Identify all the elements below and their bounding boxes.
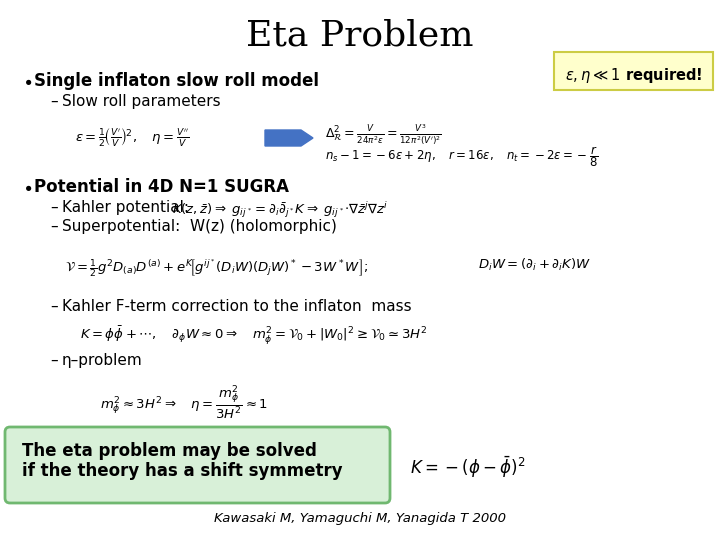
- Text: Slow roll parameters: Slow roll parameters: [62, 94, 220, 109]
- Text: Kawasaki M, Yamaguchi M, Yanagida T 2000: Kawasaki M, Yamaguchi M, Yanagida T 2000: [214, 512, 506, 525]
- Text: $D_i W = (\partial_i + \partial_i K)W$: $D_i W = (\partial_i + \partial_i K)W$: [478, 257, 591, 273]
- Text: –: –: [50, 94, 58, 109]
- Text: The eta problem may be solved: The eta problem may be solved: [22, 442, 317, 460]
- Text: $\bullet$: $\bullet$: [22, 72, 32, 90]
- Text: $n_s - 1 = -6\epsilon + 2\eta,\quad r = 16\epsilon,\quad n_t = -2\epsilon = -\df: $n_s - 1 = -6\epsilon + 2\eta,\quad r = …: [325, 144, 598, 168]
- Text: –: –: [50, 299, 58, 314]
- Text: –: –: [50, 219, 58, 234]
- Text: $\epsilon = \frac{1}{2}\!\left(\frac{V^{\prime}}{V}\right)^{\!2},\quad \eta = \f: $\epsilon = \frac{1}{2}\!\left(\frac{V^{…: [75, 126, 189, 148]
- Text: Kahler F-term correction to the inflaton  mass: Kahler F-term correction to the inflaton…: [62, 299, 412, 314]
- Text: $\Delta^2_{\mathcal{R}} = \frac{V}{24\pi^2\epsilon} = \frac{V^3}{12\pi^2(V^{\pri: $\Delta^2_{\mathcal{R}} = \frac{V}{24\pi…: [325, 122, 442, 147]
- Text: Single inflaton slow roll model: Single inflaton slow roll model: [34, 72, 319, 90]
- Text: $K(z,\bar{z}) \Rightarrow\; g_{ij^*} = \partial_i\bar{\partial}_{j^*}K \Rightarr: $K(z,\bar{z}) \Rightarrow\; g_{ij^*} = \…: [172, 200, 388, 220]
- Text: $K = \phi\bar{\phi} + \cdots,\quad \partial_\phi W \approx 0 \Rightarrow\quad m^: $K = \phi\bar{\phi} + \cdots,\quad \part…: [80, 325, 427, 347]
- Text: Superpotential:  W(z) (holomorphic): Superpotential: W(z) (holomorphic): [62, 219, 337, 234]
- Text: Kahler potential:: Kahler potential:: [62, 200, 189, 215]
- Text: $\bullet$: $\bullet$: [22, 178, 32, 196]
- FancyBboxPatch shape: [5, 427, 390, 503]
- Text: η–problem: η–problem: [62, 353, 143, 368]
- Text: $\mathcal{V} = \frac{1}{2}g^2 D_{(a)} D^{(a)} + e^K\!\left[g^{ij^*}(D_i W)(D_j W: $\mathcal{V} = \frac{1}{2}g^2 D_{(a)} D^…: [65, 257, 368, 279]
- Text: $m^2_\phi \approx 3H^2 \Rightarrow\quad \eta = \dfrac{m^2_\phi}{3H^2} \approx 1$: $m^2_\phi \approx 3H^2 \Rightarrow\quad …: [100, 383, 268, 421]
- Text: –: –: [50, 200, 58, 215]
- Text: Potential in 4D N=1 SUGRA: Potential in 4D N=1 SUGRA: [34, 178, 289, 196]
- Text: if the theory has a shift symmetry: if the theory has a shift symmetry: [22, 462, 343, 480]
- FancyArrow shape: [265, 130, 313, 146]
- Text: Eta Problem: Eta Problem: [246, 18, 474, 52]
- Text: $K = -(\phi - \bar{\phi})^2$: $K = -(\phi - \bar{\phi})^2$: [410, 455, 526, 481]
- Text: –: –: [50, 353, 58, 368]
- FancyBboxPatch shape: [554, 52, 713, 90]
- Text: $\varepsilon,\eta\ll 1$ required!: $\varepsilon,\eta\ll 1$ required!: [564, 66, 702, 85]
